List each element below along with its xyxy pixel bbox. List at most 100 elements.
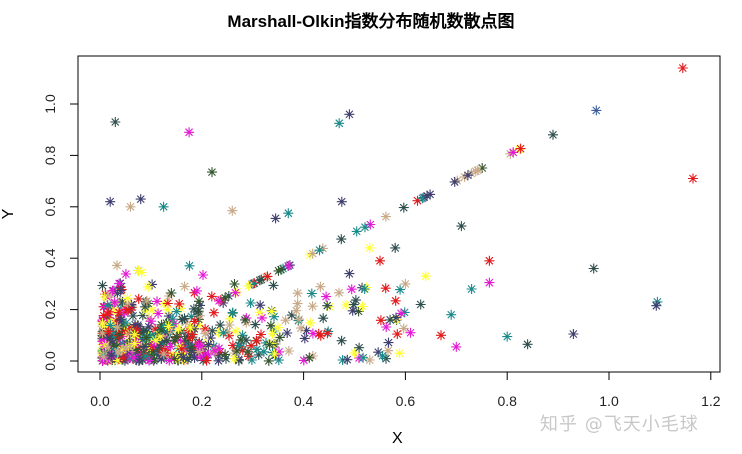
data-point [240,314,251,325]
data-point [143,321,154,332]
x-tick-label: 1.2 [701,393,721,409]
data-point [159,323,170,334]
data-point [381,322,392,332]
data-point [344,268,355,279]
data-point [180,347,191,358]
data-point [214,343,225,354]
data-point [146,316,156,327]
data-point [425,189,436,200]
data-point [677,63,688,73]
data-point [178,352,189,363]
data-point [156,353,167,364]
data-point [143,298,154,309]
data-point [158,349,169,360]
data-point [124,322,135,333]
data-point [227,307,238,318]
data-point [415,299,426,310]
data-point [317,243,328,254]
data-point [398,323,409,334]
data-point [283,208,294,219]
data-point [147,305,158,316]
data-point [176,349,187,360]
data-point [505,148,516,159]
data-point [400,278,411,289]
data-point [292,298,303,309]
data-point [130,319,141,330]
data-point [186,342,197,353]
data-point [334,287,344,298]
data-point [162,304,173,315]
data-point [129,329,140,340]
data-point [136,267,147,278]
data-point [508,147,519,158]
data-point [235,334,246,345]
data-point [120,343,131,354]
data-point [112,260,122,271]
data-point [452,175,463,186]
data-point [121,318,132,328]
data-point [167,314,178,325]
data-point [307,301,318,312]
data-point [380,211,391,222]
data-point [169,353,180,364]
data-point [436,330,446,341]
data-point [102,330,112,341]
data-point [318,313,329,324]
data-point [477,163,488,173]
data-point [321,291,332,302]
data-point [353,306,364,317]
data-point [111,315,122,326]
data-point [153,342,164,352]
data-point [179,313,190,324]
data-point [208,307,219,318]
data-point [109,297,120,308]
data-point [224,330,234,341]
data-point [175,303,186,314]
data-point [396,308,406,319]
data-point [395,284,406,295]
data-point [307,328,318,339]
data-point [122,304,133,315]
data-point [283,346,294,356]
data-point [224,320,235,330]
data-point [246,340,257,351]
data-point [651,300,662,311]
data-point [112,333,123,344]
data-point [144,355,155,366]
data-point [390,295,401,306]
y-tick-label: 0.6 [42,197,58,217]
data-point [158,201,169,212]
data-point [139,341,150,352]
data-point [109,328,120,339]
data-point [100,348,111,359]
data-point [336,335,347,346]
data-point [122,345,133,356]
data-point [182,331,193,342]
data-point [237,345,248,355]
data-point [105,320,116,331]
data-point [112,322,123,333]
data-point [130,344,141,355]
data-point [103,306,114,317]
data-point [99,301,110,312]
data-point [155,331,166,342]
data-point [189,353,200,363]
data-point [283,260,294,271]
data-point [314,245,325,256]
data-point [112,347,123,358]
data-point [207,167,217,178]
data-point [346,284,357,295]
data-point [229,353,240,364]
data-point [149,338,160,349]
data-point [349,347,360,358]
data-point [121,327,132,338]
data-point [254,307,265,318]
data-point [225,313,236,324]
data-point [97,328,108,338]
data-point [484,277,495,288]
data-point [203,339,214,350]
data-point [420,271,431,282]
data-point [286,310,297,321]
data-point [110,117,121,127]
